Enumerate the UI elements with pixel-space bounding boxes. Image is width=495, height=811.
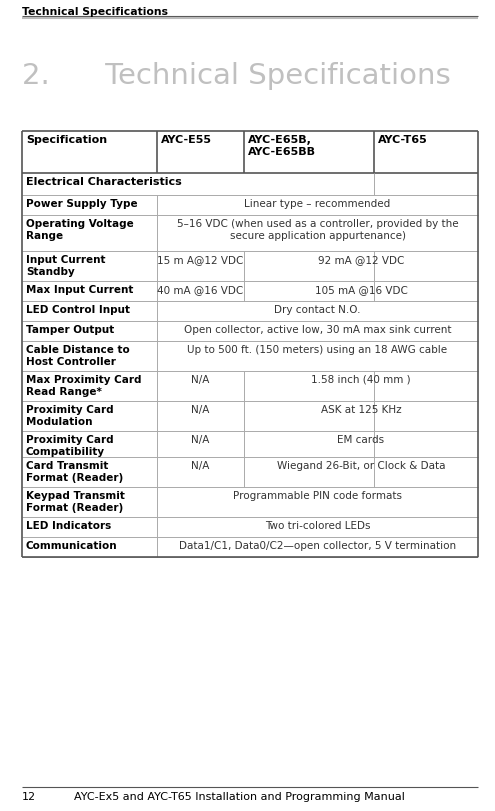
Text: Keypad Transmit
Format (Reader): Keypad Transmit Format (Reader) — [26, 491, 125, 512]
Text: Linear type – recommended: Linear type – recommended — [245, 199, 391, 208]
Text: N/A: N/A — [191, 375, 210, 384]
Text: 92 mA @12 VDC: 92 mA @12 VDC — [318, 255, 404, 264]
Text: 105 mA @16 VDC: 105 mA @16 VDC — [314, 285, 407, 294]
Text: Tamper Output: Tamper Output — [26, 324, 114, 335]
Text: Dry contact N.O.: Dry contact N.O. — [274, 305, 361, 315]
Text: LED Indicators: LED Indicators — [26, 521, 111, 530]
Text: N/A: N/A — [191, 435, 210, 444]
Text: 40 mA @16 VDC: 40 mA @16 VDC — [157, 285, 244, 294]
Text: Cable Distance to
Host Controller: Cable Distance to Host Controller — [26, 345, 130, 366]
Text: Wiegand 26-Bit, or Clock & Data: Wiegand 26-Bit, or Clock & Data — [277, 461, 445, 470]
Text: Proximity Card
Modulation: Proximity Card Modulation — [26, 405, 114, 426]
Text: Proximity Card
Compatibility: Proximity Card Compatibility — [26, 435, 114, 456]
Text: Electrical Characteristics: Electrical Characteristics — [26, 177, 182, 187]
Text: Operating Voltage
Range: Operating Voltage Range — [26, 219, 134, 240]
Text: Max Input Current: Max Input Current — [26, 285, 133, 294]
Text: AYC-E55: AYC-E55 — [161, 135, 212, 145]
Text: Max Proximity Card
Read Range*: Max Proximity Card Read Range* — [26, 375, 142, 396]
Text: Up to 500 ft. (150 meters) using an 18 AWG cable: Up to 500 ft. (150 meters) using an 18 A… — [188, 345, 447, 354]
Text: Technical Specifications: Technical Specifications — [22, 7, 168, 17]
Text: LED Control Input: LED Control Input — [26, 305, 130, 315]
Text: AYC-T65: AYC-T65 — [378, 135, 428, 145]
Text: Power Supply Type: Power Supply Type — [26, 199, 138, 208]
Text: Communication: Communication — [26, 540, 118, 551]
Text: EM cards: EM cards — [338, 435, 385, 444]
Text: Card Transmit
Format (Reader): Card Transmit Format (Reader) — [26, 461, 123, 482]
Text: Input Current
Standby: Input Current Standby — [26, 255, 105, 277]
Text: 1.58 inch (40 mm ): 1.58 inch (40 mm ) — [311, 375, 411, 384]
Text: N/A: N/A — [191, 405, 210, 414]
Text: ASK at 125 KHz: ASK at 125 KHz — [321, 405, 401, 414]
Text: 2.      Technical Specifications: 2. Technical Specifications — [22, 62, 451, 90]
Text: Programmable PIN code formats: Programmable PIN code formats — [233, 491, 402, 500]
Text: 15 m A@12 VDC: 15 m A@12 VDC — [157, 255, 244, 264]
Text: Specification: Specification — [26, 135, 107, 145]
Text: Open collector, active low, 30 mA max sink current: Open collector, active low, 30 mA max si… — [184, 324, 451, 335]
Text: 12: 12 — [22, 791, 36, 801]
Text: Two tri-colored LEDs: Two tri-colored LEDs — [265, 521, 370, 530]
Text: Data1/C1, Data0/C2—open collector, 5 V termination: Data1/C1, Data0/C2—open collector, 5 V t… — [179, 540, 456, 551]
Text: N/A: N/A — [191, 461, 210, 470]
Text: AYC-Ex5 and AYC-T65 Installation and Programming Manual: AYC-Ex5 and AYC-T65 Installation and Pro… — [74, 791, 405, 801]
Text: 5–16 VDC (when used as a controller, provided by the
secure application appurten: 5–16 VDC (when used as a controller, pro… — [177, 219, 458, 240]
Text: AYC-E65B,
AYC-E65BB: AYC-E65B, AYC-E65BB — [248, 135, 316, 157]
